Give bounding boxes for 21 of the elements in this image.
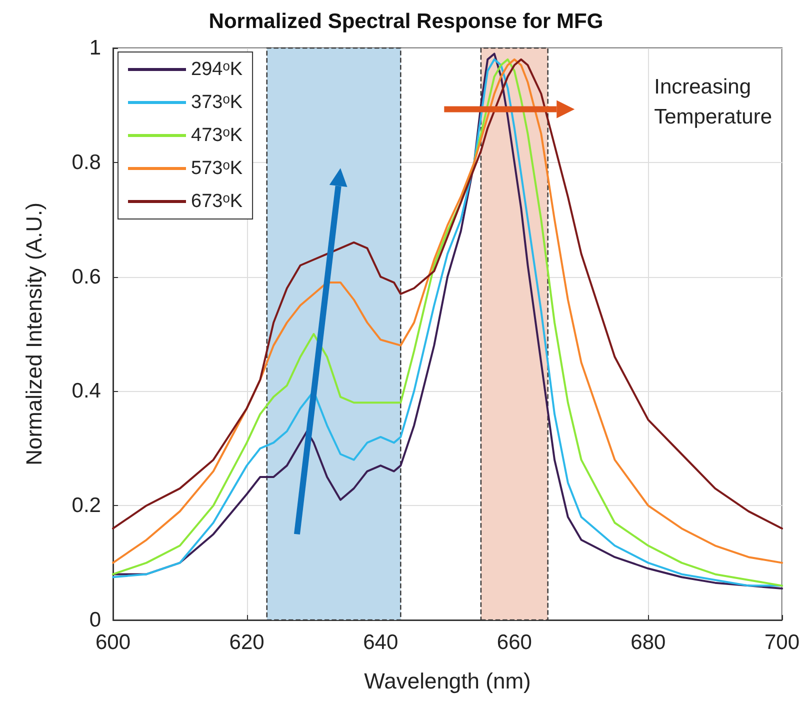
x-tick-label: 680 xyxy=(630,631,666,654)
x-axis-title: Wavelength (nm) xyxy=(364,668,531,694)
y-tick-label: 0.4 xyxy=(72,380,102,403)
x-tick-label: 660 xyxy=(496,631,532,654)
x-tick-label: 640 xyxy=(363,631,398,654)
y-tick-label: 0.6 xyxy=(72,265,101,288)
legend-label: 373ᵒK xyxy=(191,92,243,113)
annotation: Increasing Temperature xyxy=(654,76,772,128)
legend-label: 673ᵒK xyxy=(191,191,243,212)
x-tick-label: 700 xyxy=(764,631,800,654)
legend-label: 473ᵒK xyxy=(191,125,243,146)
legend-label: 573ᵒK xyxy=(191,158,243,179)
x-tick-label: 600 xyxy=(95,631,131,654)
y-tick-label: 0.8 xyxy=(72,150,101,174)
y-tick-label: 0 xyxy=(89,608,101,632)
x-tick-label: 620 xyxy=(229,631,264,654)
y-tick-label: 0.2 xyxy=(72,494,101,518)
y-axis-title: Normalized Intensity (A.U.) xyxy=(22,202,46,466)
y-tick-label: 1 xyxy=(89,36,101,60)
legend-label: 294ᵒK xyxy=(191,59,243,80)
chart-title: Normalized Spectral Response for MFG xyxy=(208,10,604,33)
